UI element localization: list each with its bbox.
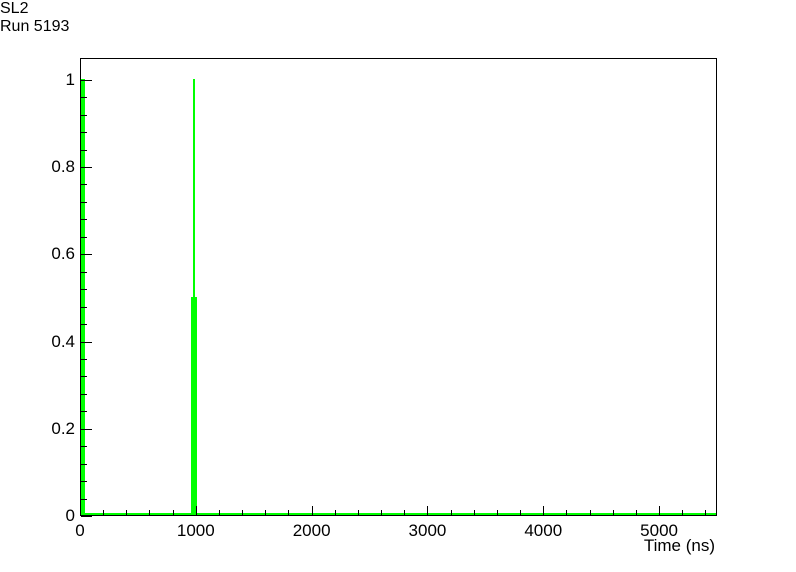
x-minor-tick <box>520 510 522 516</box>
y-major-tick <box>81 79 92 81</box>
x-minor-tick <box>381 510 383 516</box>
pad-title-right: Run 5193 <box>0 18 70 35</box>
y-minor-tick <box>81 149 87 151</box>
x-tick-label: 2000 <box>292 521 331 540</box>
x-minor-tick <box>566 510 568 516</box>
y-minor-tick <box>81 358 87 360</box>
y-minor-tick <box>81 393 87 395</box>
x-minor-tick <box>334 510 336 516</box>
x-minor-tick <box>357 510 359 516</box>
histogram-area <box>81 59 716 515</box>
pad-title-left: SL2 <box>0 0 29 17</box>
x-tick-label: 5000 <box>640 521 678 540</box>
y-minor-tick <box>81 481 87 483</box>
histogram-bar <box>81 78 86 515</box>
y-minor-tick <box>81 97 87 99</box>
x-minor-tick <box>149 510 151 516</box>
y-tick-label: 0.6 <box>51 244 75 264</box>
x-major-tick <box>659 506 661 516</box>
x-tick-label: 4000 <box>524 521 563 540</box>
y-minor-tick <box>81 306 87 308</box>
y-major-tick <box>81 167 92 169</box>
y-minor-tick <box>81 219 87 221</box>
x-minor-tick <box>473 510 475 516</box>
x-minor-tick <box>103 510 105 516</box>
x-minor-tick <box>635 510 637 516</box>
x-major-tick <box>427 506 429 516</box>
y-minor-tick <box>81 411 87 413</box>
x-minor-tick <box>288 510 290 516</box>
x-minor-tick <box>496 510 498 516</box>
y-major-tick <box>81 516 92 517</box>
y-major-tick <box>81 254 92 256</box>
y-minor-tick <box>81 463 87 465</box>
y-tick-label: 0.2 <box>51 418 75 438</box>
y-minor-tick <box>81 201 87 203</box>
y-tick-label: 0.8 <box>51 157 75 177</box>
y-tick-label: 1 <box>65 69 75 89</box>
x-minor-tick <box>265 510 267 516</box>
x-axis-title: Time (ns) <box>643 536 715 555</box>
y-minor-tick <box>81 236 87 238</box>
y-minor-tick <box>81 324 87 326</box>
x-tick-label: 0 <box>75 521 85 540</box>
y-minor-tick <box>81 446 87 448</box>
x-minor-tick <box>450 510 452 516</box>
x-major-tick <box>543 506 545 516</box>
x-minor-tick <box>705 510 707 516</box>
x-minor-tick <box>242 510 244 516</box>
x-tick-label: 1000 <box>176 521 215 540</box>
plot-frame <box>80 58 717 516</box>
y-tick-label: 0 <box>65 506 75 525</box>
x-minor-tick <box>612 510 614 516</box>
histogram-bar <box>191 296 197 515</box>
x-major-tick <box>311 506 313 516</box>
histogram-baseline <box>81 513 716 515</box>
x-minor-tick <box>682 510 684 516</box>
x-major-tick <box>80 506 81 516</box>
y-minor-tick <box>81 271 87 273</box>
y-minor-tick <box>81 132 87 134</box>
x-minor-tick <box>126 510 128 516</box>
x-minor-tick <box>404 510 406 516</box>
x-major-tick <box>195 506 197 516</box>
x-tick-label: 3000 <box>408 521 447 540</box>
y-minor-tick <box>81 289 87 291</box>
y-minor-tick <box>81 114 87 116</box>
y-major-tick <box>81 428 92 430</box>
y-major-tick <box>81 341 92 343</box>
y-minor-tick <box>81 184 87 186</box>
x-minor-tick <box>589 510 591 516</box>
y-minor-tick <box>81 376 87 378</box>
x-minor-tick <box>218 510 220 516</box>
y-tick-label: 0.4 <box>51 331 75 351</box>
y-minor-tick <box>81 498 87 500</box>
x-minor-tick <box>172 510 174 516</box>
